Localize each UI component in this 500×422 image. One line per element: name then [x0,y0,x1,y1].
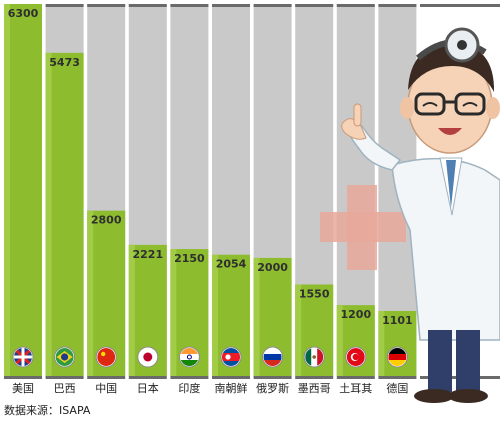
track-cap [170,4,209,7]
bar-highlight [378,310,385,376]
track-cap [295,4,334,7]
value-label: 2800 [91,214,122,227]
track-base [295,376,334,379]
india-flag-icon [178,346,200,368]
value-label: 2054 [216,258,247,271]
track-base [128,376,167,379]
category-label: 印度 [178,381,200,395]
track-cap [212,4,250,7]
value-label: 2000 [257,261,288,274]
bar-highlight [295,284,302,376]
value-label: 6300 [8,7,39,20]
category-label: 美国 [12,382,34,395]
track-base [336,376,375,379]
brazil-flag-icon [54,346,76,368]
category-label: 土耳其 [339,382,372,395]
track-cap [128,4,167,7]
track-cap [45,4,84,7]
bars-group: 6300 美国 5473 巴西 2800 中国 2221 日本 2150 印度 2054 南朝鲜 200… [4,4,500,395]
value-label: 1550 [299,287,330,300]
turkey-flag-icon [345,346,367,368]
category-label: 德国 [386,381,408,395]
us-australia-flag-icon [12,346,34,368]
category-label: 日本 [137,381,159,395]
japan-flag-icon [137,346,159,368]
category-label: 中国 [95,382,117,395]
track-base [378,376,417,379]
russia-flag-icon [262,346,284,368]
bar-highlight [4,4,10,376]
track-base [212,376,250,379]
bar-highlight [45,52,52,376]
track-base [45,376,84,379]
bar-highlight [170,249,177,376]
value-label: 5473 [49,56,80,69]
north-korea-flag-icon [220,346,242,368]
mexico-flag-icon [303,346,325,368]
bar-highlight [87,210,94,376]
value-label: 1200 [340,308,371,321]
bar [4,4,42,376]
doctor-illustration [320,27,500,403]
category-label: 南朝鲜 [215,381,248,395]
track-cap [253,4,292,7]
category-label: 巴西 [54,382,76,395]
track-base [170,376,209,379]
category-label: 墨西哥 [298,382,331,395]
track-cap [378,4,417,7]
germany-flag-icon [386,346,408,368]
bar-highlight [212,254,218,376]
value-label: 2221 [132,248,163,261]
bar-highlight [128,244,135,376]
china-flag-icon [95,346,117,368]
value-label: 1101 [382,314,413,327]
bar-highlight [253,257,260,376]
data-source: 数据来源：ISAPA [4,404,91,417]
track-base [253,376,292,379]
track-cap [87,4,126,7]
value-label: 2150 [174,252,205,265]
category-label: 俄罗斯 [256,382,289,395]
track-cap [336,4,375,7]
bar [45,52,84,376]
track-base [4,376,42,379]
track-base [87,376,126,379]
bar-highlight [336,305,343,376]
track-cap [420,4,500,7]
